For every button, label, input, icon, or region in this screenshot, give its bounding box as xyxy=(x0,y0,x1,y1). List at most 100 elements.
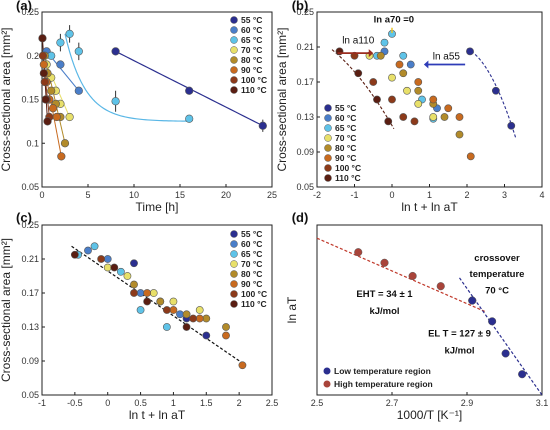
data-point xyxy=(388,95,396,104)
legend-label: 60 °C xyxy=(241,25,262,35)
data-point xyxy=(444,104,453,113)
legend-marker xyxy=(230,240,238,248)
data-point xyxy=(169,297,178,306)
x-tick-label: 0.5 xyxy=(134,398,147,408)
data-point xyxy=(74,47,83,56)
legend-label: 70 °C xyxy=(241,259,262,269)
data-point xyxy=(74,86,83,95)
data-point-low xyxy=(468,296,477,305)
x-tick-label: 2.9 xyxy=(461,398,474,408)
data-point xyxy=(403,86,411,95)
data-point xyxy=(189,314,198,323)
data-point xyxy=(156,297,165,306)
annotation-ln-a55: ln a55 xyxy=(433,51,461,62)
data-point xyxy=(176,310,184,319)
y-tick-label: 0.21 xyxy=(21,254,39,264)
data-point xyxy=(65,29,74,38)
legend-label: 110 °C xyxy=(241,299,267,309)
fit-line-master xyxy=(71,245,247,366)
legend-marker xyxy=(324,134,332,142)
data-point xyxy=(149,289,158,297)
legend-label: 55 °C xyxy=(241,15,262,25)
data-point xyxy=(182,323,191,331)
data-point-high xyxy=(436,282,445,291)
y-tick-label: 0.25 xyxy=(296,7,314,17)
fit-line-high xyxy=(316,237,486,313)
data-point xyxy=(84,246,92,255)
legend-marker xyxy=(324,104,332,112)
legend-label: 110 °C xyxy=(335,173,361,183)
data-point xyxy=(41,95,50,104)
data-point xyxy=(39,60,48,69)
x-tick-label: 2.7 xyxy=(386,398,399,408)
data-point xyxy=(202,331,211,340)
data-point xyxy=(440,113,449,121)
data-point xyxy=(429,95,438,104)
data-point xyxy=(136,289,145,297)
data-point xyxy=(38,34,47,43)
data-point-low xyxy=(488,317,497,326)
data-point xyxy=(507,121,516,130)
panel-label-c: (c) xyxy=(16,210,32,225)
legend-marker xyxy=(324,144,332,152)
data-point xyxy=(103,263,112,272)
data-point xyxy=(376,51,385,60)
data-point xyxy=(406,60,415,69)
legend-label: 90 °C xyxy=(241,279,262,289)
data-point xyxy=(185,86,194,95)
annotation-crossover-3: 70 °C xyxy=(485,285,509,296)
x-tick-label: 0 xyxy=(105,398,110,408)
legend-label: 60 °C xyxy=(241,239,262,249)
data-point xyxy=(399,69,408,78)
x-tick-label: -1 xyxy=(38,398,46,408)
data-point xyxy=(429,113,438,121)
data-point xyxy=(143,297,152,306)
x-tick-label: 3 xyxy=(502,190,507,200)
x-axis-label: 1000/T [K⁻¹] xyxy=(397,408,462,422)
data-point xyxy=(111,47,120,56)
fit-line-low xyxy=(459,277,543,396)
y-tick-label: 0.21 xyxy=(296,42,314,52)
legend-label: 80 °C xyxy=(335,143,356,153)
y-axis-label: Cross-sectional area [mm²] xyxy=(0,238,13,382)
annotation-ea-high-unit: kJ/mol xyxy=(369,306,399,317)
data-point xyxy=(136,306,145,314)
y-axis-label: Cross-sectional area [mm²] xyxy=(0,27,13,171)
x-tick-label: 1.5 xyxy=(200,398,213,408)
legend-marker xyxy=(230,76,238,84)
y-tick-label: 0.13 xyxy=(296,112,314,122)
data-point xyxy=(57,152,66,161)
y-tick-label: 0.25 xyxy=(21,220,39,230)
x-tick-label: 2.5 xyxy=(266,398,279,408)
x-tick-label: 25 xyxy=(267,190,277,200)
panel-label-d: (d) xyxy=(292,210,309,225)
panel-d: 2.5 2.7 2.9 3.1 EHT = 34 ± 1 kJ/mol EL T = 127… xyxy=(285,210,548,422)
data-point xyxy=(111,97,120,106)
data-point-high xyxy=(354,248,363,257)
data-point xyxy=(380,38,389,47)
legend-label: 65 °C xyxy=(241,35,262,45)
annotation-ln-a110: ln a110 xyxy=(342,36,375,47)
plot-frame xyxy=(41,11,273,188)
data-point xyxy=(38,51,48,60)
data-point xyxy=(130,280,138,289)
legend-label: 70 °C xyxy=(335,133,356,143)
x-axis-label: ln t + ln aT xyxy=(401,200,458,214)
x-tick-label: 20 xyxy=(221,190,231,200)
data-point xyxy=(354,69,363,78)
legend-marker xyxy=(230,270,238,278)
x-tick-label: 3.1 xyxy=(536,398,549,408)
data-point xyxy=(130,289,138,297)
x-tick-label: 5 xyxy=(85,190,90,200)
legend-label: 70 °C xyxy=(241,45,262,55)
data-point xyxy=(185,114,194,123)
y-axis-label: Cross-sectional area [mm²] xyxy=(275,27,289,171)
x-tick-label: 2.5 xyxy=(311,398,324,408)
data-point xyxy=(195,306,204,314)
legend-marker xyxy=(324,124,332,132)
data-point xyxy=(70,250,79,259)
plot-frame xyxy=(316,224,543,396)
x-tick-label: -2 xyxy=(313,190,321,200)
y-tick-label: 0.05 xyxy=(21,182,39,192)
data-point xyxy=(48,104,58,113)
